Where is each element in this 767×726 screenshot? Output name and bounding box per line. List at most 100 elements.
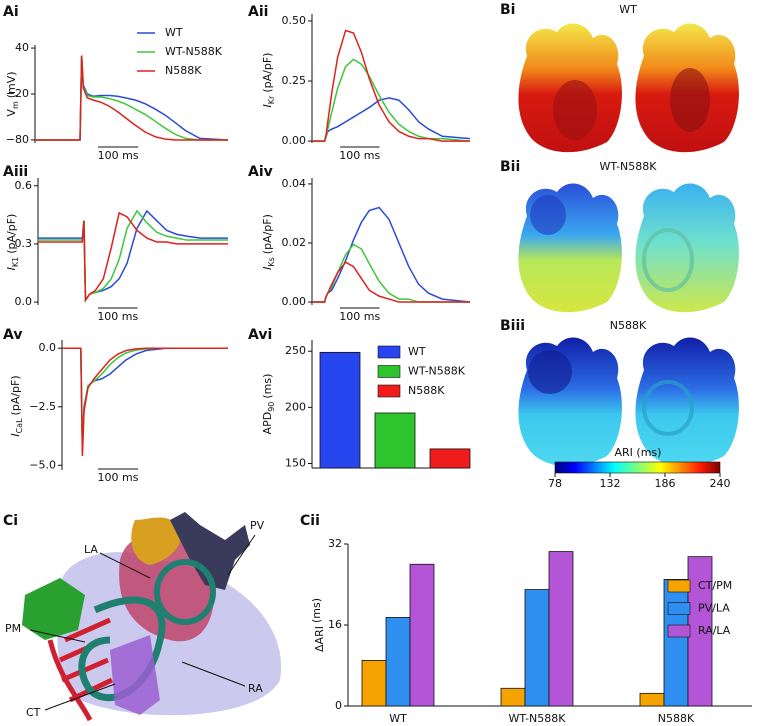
bar bbox=[639, 692, 665, 707]
panel-label: Ai bbox=[3, 4, 19, 20]
y-label-symbol: I bbox=[261, 267, 274, 270]
y-tick-label: 0.6 bbox=[15, 179, 33, 192]
y-label-symbol: APD bbox=[261, 412, 274, 435]
line-series bbox=[312, 97, 471, 142]
colorbar-tick-label: 186 bbox=[655, 477, 676, 490]
bar bbox=[409, 563, 435, 707]
bar bbox=[429, 448, 471, 469]
scale-bar-label: 100 ms bbox=[98, 471, 139, 484]
leader-line bbox=[227, 534, 256, 576]
y-axis-label: Vm (mV) bbox=[5, 71, 20, 116]
panel-label: Cii bbox=[300, 513, 320, 529]
colorbar bbox=[554, 461, 721, 474]
y-tick-label: 0.0 bbox=[15, 295, 33, 308]
line-series bbox=[312, 58, 471, 142]
y-label-subscript: Kr bbox=[267, 95, 276, 104]
panel-label: Biii bbox=[500, 318, 525, 334]
legend-swatch bbox=[377, 345, 401, 359]
y-tick-label: 0 bbox=[335, 699, 342, 712]
legend-label: WT-N588K bbox=[165, 45, 223, 58]
y-label-unit: (pA/pF) bbox=[261, 53, 274, 93]
y-tick-label: −2.5 bbox=[29, 400, 56, 413]
line-series bbox=[38, 211, 228, 303]
y-label-unit: (pA/pF) bbox=[5, 214, 18, 254]
scale-bar-label: 100 ms bbox=[339, 310, 380, 323]
y-label-symbol: V bbox=[5, 109, 18, 117]
line-series bbox=[62, 347, 228, 456]
bar bbox=[687, 556, 713, 707]
scale-bar-label: 100 ms bbox=[339, 149, 380, 162]
legend-label: N588K bbox=[165, 64, 202, 77]
panel-label: Aii bbox=[248, 4, 268, 20]
heart-detail bbox=[528, 350, 572, 394]
y-tick-label: 0.00 bbox=[282, 295, 307, 308]
leader-line bbox=[99, 552, 151, 579]
legend-label: RA/LA bbox=[698, 624, 731, 637]
structure-label: RA bbox=[248, 682, 263, 695]
bar bbox=[663, 579, 689, 707]
y-tick-label: 40 bbox=[15, 41, 29, 54]
panel-label: Ci bbox=[3, 513, 18, 529]
y-axis-label: ΔARI (ms) bbox=[310, 598, 326, 652]
legend-swatch bbox=[667, 624, 691, 638]
legend-swatch bbox=[667, 602, 691, 615]
y-tick-label: −80 bbox=[6, 133, 29, 146]
bar bbox=[548, 551, 574, 707]
structure-label: PV bbox=[250, 519, 265, 532]
line-series bbox=[62, 347, 228, 452]
y-tick-label: 200 bbox=[285, 400, 306, 413]
heart-detail bbox=[553, 80, 597, 140]
heart-map bbox=[518, 337, 622, 467]
y-tick-label: 0.50 bbox=[282, 14, 307, 27]
y-tick-label: 0.00 bbox=[282, 134, 307, 147]
heart-detail bbox=[530, 195, 566, 235]
y-label-subscript: Ks bbox=[267, 257, 276, 266]
scale-bar-label: 100 ms bbox=[97, 310, 138, 323]
y-tick-label: 0.25 bbox=[282, 74, 307, 87]
y-label-symbol: I bbox=[9, 433, 22, 436]
panel-label: Aiv bbox=[248, 164, 273, 180]
leader-line bbox=[29, 629, 86, 643]
y-label-subscript: 90 bbox=[267, 402, 276, 412]
heart-detail bbox=[642, 380, 694, 436]
panel-label: Aiii bbox=[3, 164, 28, 180]
y-tick-label: 150 bbox=[285, 457, 306, 470]
y-axis-label: ICaL (pA/pF) bbox=[9, 375, 24, 436]
y-label-symbol: ΔARI bbox=[313, 626, 326, 652]
x-tick-label: N588K bbox=[658, 712, 695, 725]
legend-label: WT bbox=[408, 345, 426, 358]
leader-line bbox=[44, 683, 116, 711]
y-tick-label: −5.0 bbox=[29, 458, 56, 471]
y-axis-label: IK1 (pA/pF) bbox=[5, 214, 20, 271]
y-tick-label: 0.3 bbox=[15, 237, 33, 250]
y-tick-label: 0.02 bbox=[282, 236, 307, 249]
y-tick-label: 0.04 bbox=[282, 177, 307, 190]
bar bbox=[374, 412, 416, 469]
y-label-symbol: I bbox=[261, 104, 274, 107]
legend-label: WT bbox=[165, 26, 183, 39]
line-series bbox=[312, 243, 470, 303]
y-tick-label: 0.0 bbox=[39, 341, 57, 354]
y-axis-label: IKr (pA/pF) bbox=[261, 53, 276, 108]
panel-label: Av bbox=[3, 327, 22, 343]
appendage-right bbox=[22, 578, 85, 640]
y-label-unit: (mV) bbox=[5, 71, 18, 98]
bar bbox=[361, 660, 387, 707]
y-axis-label: IKs (pA/pF) bbox=[261, 214, 276, 270]
bar bbox=[319, 351, 361, 469]
y-label-unit: (pA/pF) bbox=[261, 214, 274, 254]
legend-label: N588K bbox=[408, 384, 445, 397]
appendage bbox=[131, 517, 181, 565]
legend-label: CT/PM bbox=[698, 579, 732, 592]
colorbar-tick-label: 132 bbox=[600, 477, 621, 490]
y-tick-label: 16 bbox=[328, 618, 342, 631]
structure-label: CT bbox=[26, 706, 41, 719]
bar bbox=[500, 687, 526, 707]
heart-detail bbox=[670, 68, 710, 132]
structure-label: PM bbox=[5, 622, 21, 635]
y-label-symbol: I bbox=[5, 267, 18, 270]
leader-line bbox=[181, 661, 246, 687]
pectinate-muscles bbox=[47, 617, 114, 722]
scale-bar-label: 100 ms bbox=[98, 149, 139, 162]
